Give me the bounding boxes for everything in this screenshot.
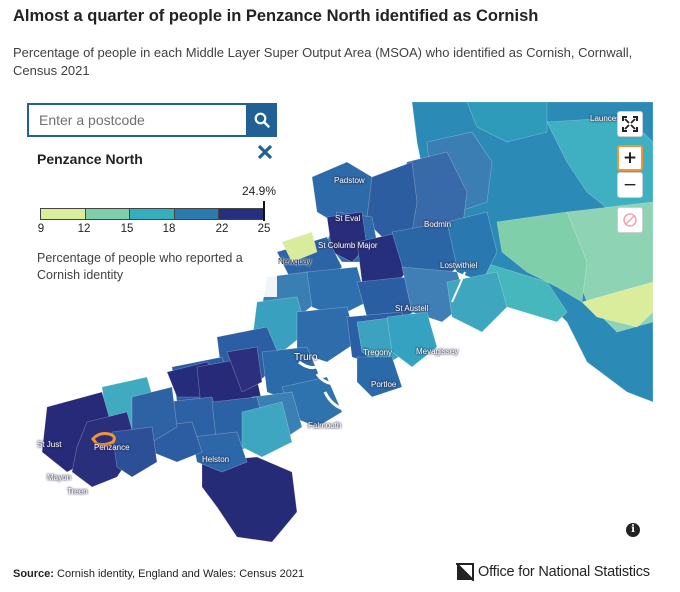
map-region xyxy=(356,356,403,398)
no-entry-icon xyxy=(623,213,637,227)
place-label: Treen xyxy=(67,487,88,496)
source-note: Source: Cornish identity, England and Wa… xyxy=(13,568,304,580)
place-label: Portloe xyxy=(371,380,397,389)
map-region xyxy=(581,281,653,328)
estuary xyxy=(451,271,466,303)
search-icon xyxy=(254,112,270,128)
place-label: Bodmin xyxy=(424,220,452,229)
fullscreen-button[interactable] xyxy=(617,111,643,137)
legend-tick: 18 xyxy=(162,223,176,235)
place-label: Falmouth xyxy=(308,421,342,430)
ons-logo-icon xyxy=(456,563,474,581)
close-icon[interactable] xyxy=(256,143,274,161)
ons-logo-text-part: Office for xyxy=(478,564,539,580)
map-region xyxy=(191,431,248,473)
place-label: Mevagissey xyxy=(416,347,459,356)
map-region xyxy=(241,401,293,458)
map-region xyxy=(446,271,508,333)
place-label: St Eval xyxy=(335,214,361,223)
legend-swatch xyxy=(85,209,131,219)
map-region xyxy=(226,346,263,393)
legend-tick: 9 xyxy=(37,223,45,235)
map-region xyxy=(281,231,318,263)
legend-color-scale xyxy=(40,208,264,220)
zoom-in-button[interactable]: + xyxy=(617,145,643,171)
place-label: Helston xyxy=(202,455,230,464)
map-region xyxy=(201,456,298,543)
map-region xyxy=(306,266,368,318)
map-region xyxy=(111,426,158,478)
choropleth-map[interactable]: Launceston Padstow St Eval Bodmin St Col… xyxy=(27,102,653,547)
legend-swatch xyxy=(41,209,86,219)
postcode-search xyxy=(27,103,277,137)
legend-tick: 15 xyxy=(120,223,134,235)
map-canvas[interactable] xyxy=(27,102,653,547)
place-label: Penzance xyxy=(94,443,130,452)
search-button[interactable] xyxy=(246,103,277,137)
estuary xyxy=(298,360,348,412)
map-region xyxy=(386,311,438,368)
place-label: Launceston xyxy=(590,114,632,123)
legend-swatch xyxy=(174,209,220,219)
source-label: Source: xyxy=(13,568,54,580)
legend-tick: 25 xyxy=(257,223,271,235)
place-label: St Just xyxy=(37,440,62,449)
legend-swatch xyxy=(219,209,263,219)
expand-icon xyxy=(622,116,638,132)
place-label: Padstow xyxy=(334,176,365,185)
reset-button[interactable] xyxy=(617,207,643,233)
selected-area-name: Penzance North xyxy=(37,151,143,167)
place-label: St Austell xyxy=(395,304,429,313)
map-region xyxy=(296,306,358,363)
highlight-area-outline xyxy=(91,432,116,447)
place-label: Lostwithiel xyxy=(440,261,478,270)
legend-description: Percentage of people who reported a Corn… xyxy=(37,251,243,282)
zoom-out-button[interactable]: − xyxy=(617,172,643,198)
place-label: Newquay xyxy=(278,257,312,266)
legend-tick: 22 xyxy=(215,223,229,235)
ons-logo[interactable]: Office for National Statistics xyxy=(456,563,650,581)
place-label: Truro xyxy=(294,352,318,363)
place-label: Tregony xyxy=(363,348,393,357)
page-subtitle: Percentage of people in each Middle Laye… xyxy=(13,45,633,78)
info-icon[interactable]: i xyxy=(626,523,640,537)
legend-tick: 12 xyxy=(77,223,91,235)
legend-swatch xyxy=(130,209,175,219)
map-region xyxy=(466,102,548,143)
ons-logo-text: Office for National Statistics xyxy=(478,564,650,580)
map-region xyxy=(496,211,588,303)
ons-logo-text-bold: National Statistics xyxy=(538,564,650,580)
source-text: Cornish identity, England and Wales: Cen… xyxy=(57,568,305,580)
legend-value-marker xyxy=(263,201,265,221)
page-title: Almost a quarter of people in Penzance N… xyxy=(13,7,539,25)
postcode-input[interactable] xyxy=(27,103,246,137)
place-label: St Columb Major xyxy=(318,241,378,250)
info-panel: Penzance North 24.9% 9 12 15 18 22 25 Pe… xyxy=(27,137,277,297)
place-label: Mayon xyxy=(47,473,72,482)
selected-area-value: 24.9% xyxy=(242,184,277,198)
